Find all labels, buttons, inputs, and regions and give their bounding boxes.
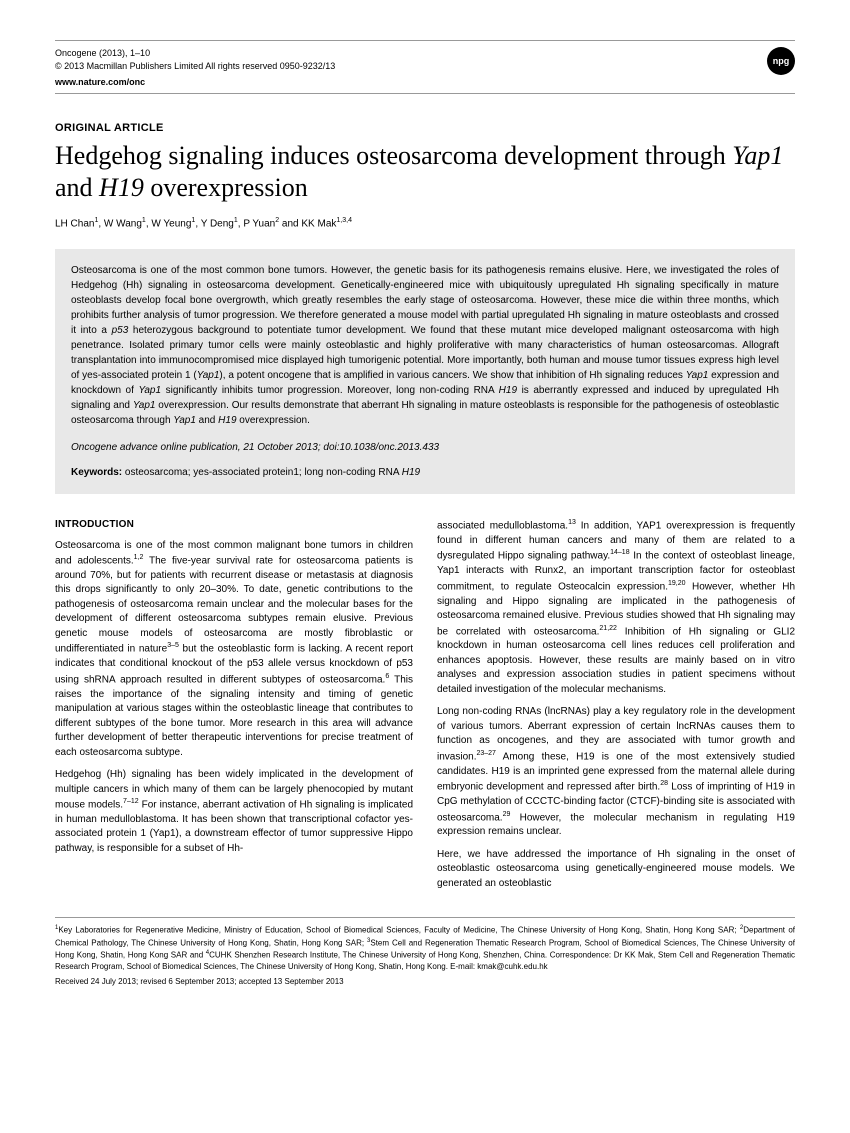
body-columns: INTRODUCTION Osteosarcoma is one of the …	[55, 518, 795, 899]
title-text-2: and	[55, 173, 99, 202]
section-heading-introduction: INTRODUCTION	[55, 518, 413, 533]
header-rule	[55, 93, 795, 94]
article-type-label: ORIGINAL ARTICLE	[55, 122, 795, 134]
footer-rule	[55, 917, 795, 918]
article-title: Hedgehog signaling induces osteosarcoma …	[55, 140, 795, 205]
publication-info: Oncogene advance online publication, 21 …	[71, 440, 779, 455]
intro-para-2: Hedgehog (Hh) signaling has been widely …	[55, 768, 413, 856]
npg-logo-icon: npg	[767, 47, 795, 75]
intro-para-5: Here, we have addressed the importance o…	[437, 848, 795, 892]
keywords-line: Keywords: osteosarcoma; yes-associated p…	[71, 465, 779, 480]
abstract-text: Osteosarcoma is one of the most common b…	[71, 263, 779, 428]
abstract-box: Osteosarcoma is one of the most common b…	[55, 249, 795, 494]
journal-issue: Oncogene (2013), 1–10	[55, 47, 335, 60]
intro-para-1: Osteosarcoma is one of the most common m…	[55, 539, 413, 760]
author-list: LH Chan1, W Wang1, W Yeung1, Y Deng1, P …	[55, 217, 795, 229]
title-text-1: Hedgehog signaling induces osteosarcoma …	[55, 141, 732, 170]
column-right: associated medulloblastoma.13 In additio…	[437, 518, 795, 899]
copyright-line: © 2013 Macmillan Publishers Limited All …	[55, 60, 335, 73]
title-gene-1: Yap1	[732, 141, 783, 170]
journal-header: Oncogene (2013), 1–10 © 2013 Macmillan P…	[55, 40, 795, 89]
column-left: INTRODUCTION Osteosarcoma is one of the …	[55, 518, 413, 899]
manuscript-dates: Received 24 July 2013; revised 6 Septemb…	[55, 977, 795, 986]
journal-url: www.nature.com/onc	[55, 76, 335, 89]
title-text-3: overexpression	[144, 173, 308, 202]
journal-meta: Oncogene (2013), 1–10 © 2013 Macmillan P…	[55, 47, 335, 89]
title-gene-2: H19	[99, 173, 144, 202]
keywords-text: osteosarcoma; yes-associated protein1; l…	[122, 467, 420, 478]
keywords-label: Keywords:	[71, 467, 122, 478]
intro-para-3: associated medulloblastoma.13 In additio…	[437, 518, 795, 697]
affiliations-block: 1Key Laboratories for Regenerative Medic…	[55, 924, 795, 972]
intro-para-4: Long non-coding RNAs (lncRNAs) play a ke…	[437, 705, 795, 839]
